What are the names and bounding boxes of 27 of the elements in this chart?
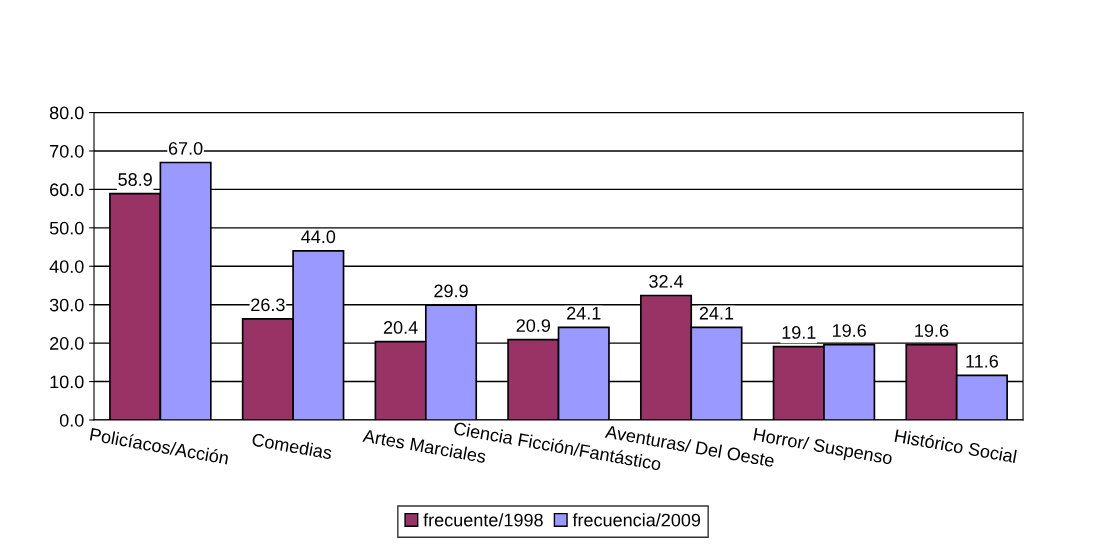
data-label: 19.6 — [832, 324, 866, 337]
data-label: 44.0 — [301, 230, 336, 244]
data-label: 24.1 — [699, 306, 734, 320]
x-tick-label: Comedias — [251, 432, 333, 460]
y-tick-label: 70.0 — [50, 144, 84, 158]
data-label: 24.1 — [567, 306, 601, 320]
data-label: 58.9 — [118, 173, 152, 186]
y-tick-label: 80.0 — [49, 106, 84, 120]
data-label: 32.4 — [649, 274, 684, 288]
x-tick-label: Histórico Social — [894, 428, 1017, 464]
data-label: 19.6 — [915, 324, 949, 337]
y-tick-label: 30.0 — [49, 298, 84, 312]
data-label: 11.6 — [966, 354, 999, 368]
data-label: 20.4 — [383, 321, 418, 334]
data-label: 19.1 — [782, 326, 816, 339]
legend-label: frecuencia/2009 — [572, 513, 701, 527]
y-tick-label: 50.0 — [49, 221, 84, 235]
y-tick-label: 40.0 — [49, 260, 84, 273]
y-tick-label: 0.0 — [59, 413, 84, 427]
data-label: 67.0 — [168, 141, 203, 155]
legend-label: frecuente/1998 — [423, 513, 543, 527]
data-label: 29.9 — [434, 284, 468, 298]
y-tick-label: 10.0 — [50, 375, 84, 389]
y-tick-label: 20.0 — [50, 337, 84, 350]
data-label: 20.9 — [516, 319, 551, 332]
data-label: 26.3 — [251, 298, 285, 312]
y-tick-label: 60.0 — [50, 183, 84, 197]
